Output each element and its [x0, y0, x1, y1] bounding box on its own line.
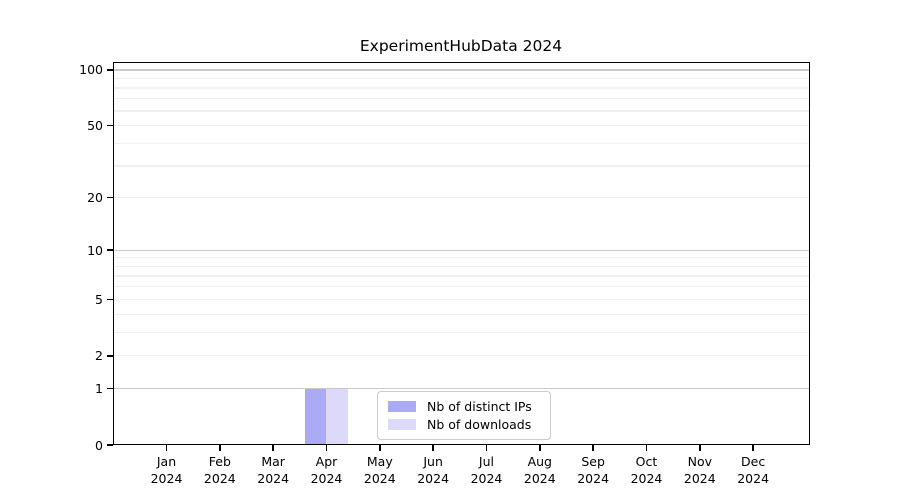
- gridline-minor: [113, 98, 810, 100]
- x-tick: [325, 445, 328, 451]
- x-tick: [379, 445, 381, 451]
- y-tick: [107, 444, 113, 446]
- x-tick: [272, 445, 274, 451]
- legend-item-downloads: Nb of downloads: [388, 415, 540, 433]
- gridline-minor: [113, 313, 810, 315]
- bars-layer: [113, 62, 810, 445]
- gridline-minor: [113, 275, 810, 277]
- x-tick-label: Jun 2024: [417, 454, 450, 486]
- x-tick-label: Feb 2024: [203, 454, 236, 486]
- x-tick-label: Aug 2024: [523, 454, 556, 486]
- x-tick-label: Jul 2024: [470, 454, 503, 486]
- x-tick: [592, 445, 594, 451]
- gridline-minor: [113, 77, 810, 80]
- y-tick-label: 0: [95, 437, 103, 453]
- legend-swatch-distinct-ips: [388, 400, 416, 412]
- y-tick: [107, 196, 113, 199]
- bar-downloads: [326, 388, 348, 445]
- gridline-minor: [113, 265, 810, 268]
- x-tick: [432, 445, 434, 451]
- gridline-minor: [113, 87, 810, 89]
- gridline-minor: [113, 197, 810, 199]
- chart-title: ExperimentHubData 2024: [359, 37, 563, 55]
- gridline-minor: [113, 257, 810, 259]
- y-tick-label: 5: [95, 291, 103, 307]
- legend-label-distinct-ips: Nb of distinct IPs: [427, 398, 532, 414]
- x-tick-label: Sep 2024: [577, 454, 610, 486]
- legend-label-downloads: Nb of downloads: [427, 416, 532, 432]
- x-tick-label: Nov 2024: [683, 454, 716, 486]
- x-tick-label: Oct 2024: [630, 454, 663, 486]
- x-tick: [752, 445, 754, 451]
- y-tick: [107, 354, 113, 357]
- y-tick: [107, 69, 113, 71]
- x-tick-label: Jan 2024: [150, 454, 183, 486]
- plot-area: [113, 62, 810, 445]
- gridline-minor: [113, 110, 810, 112]
- y-tick-label: 20: [87, 190, 103, 206]
- gridline-minor: [113, 286, 810, 288]
- gridline-minor: [113, 165, 810, 167]
- y-tick-label: 2: [95, 348, 103, 364]
- gridline-major: [113, 249, 810, 251]
- gridline-major: [113, 388, 810, 390]
- x-tick-label: May 2024: [363, 454, 396, 486]
- x-tick-label: Mar 2024: [257, 454, 290, 486]
- gridline-minor: [113, 331, 810, 333]
- x-tick-label: Apr 2024: [310, 454, 343, 486]
- x-tick: [485, 445, 488, 451]
- y-tick-label: 1: [95, 381, 103, 397]
- legend-item-distinct-ips: Nb of distinct IPs: [388, 397, 540, 415]
- y-tick-label: 100: [79, 62, 103, 78]
- gridline-minor: [113, 355, 810, 357]
- legend-swatch-downloads: [388, 418, 416, 430]
- bar-distinct-ips: [305, 388, 327, 445]
- y-tick-label: 10: [87, 242, 103, 258]
- y-tick: [107, 249, 113, 251]
- y-tick: [107, 124, 113, 127]
- x-tick: [539, 445, 541, 451]
- y-tick: [107, 387, 113, 390]
- y-tick-label: 50: [87, 118, 103, 133]
- x-tick: [219, 445, 221, 451]
- x-tick: [165, 445, 168, 451]
- gridline-major: [113, 69, 810, 71]
- y-tick: [107, 298, 113, 301]
- gridlines-layer: [113, 62, 810, 445]
- gridline-minor: [113, 124, 810, 127]
- gridline-minor: [113, 142, 810, 144]
- x-tick: [645, 445, 648, 451]
- legend: Nb of distinct IPs Nb of downloads: [377, 391, 551, 440]
- gridline-minor: [113, 298, 810, 300]
- x-tick: [699, 445, 701, 451]
- x-tick-label: Dec 2024: [737, 454, 770, 486]
